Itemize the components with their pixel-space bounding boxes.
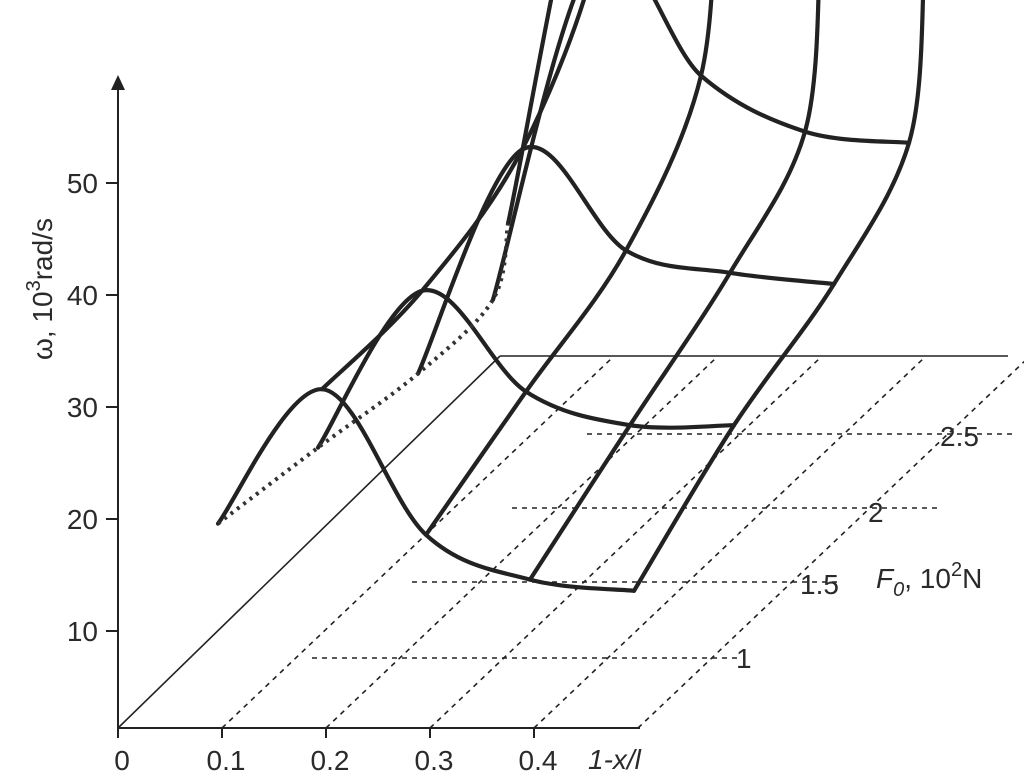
- surface-line-F1: [215, 387, 637, 593]
- surface-line-F2: [415, 144, 837, 376]
- x-axis-title: 1-x/l: [588, 744, 642, 775]
- base-column-line: [637, 360, 1024, 729]
- base-column-line: [325, 357, 717, 729]
- z-tick-label: 1: [736, 643, 752, 674]
- y-tick-label: 50: [67, 168, 98, 199]
- surface-line-F1.5: [315, 288, 737, 450]
- x-tick-label: 0.3: [415, 745, 454, 776]
- surface-column-x0.2: [423, 0, 714, 537]
- base-plane-grid: [221, 357, 1024, 729]
- surface-mesh: [215, 0, 926, 593]
- axes: [111, 75, 1008, 729]
- surface-column-x0.4: [631, 0, 926, 593]
- z-ticks: 1 1.5 2 2.5: [736, 421, 979, 674]
- surface-line-F2.5: [490, 0, 912, 302]
- y-axis-title: ω, 103rad/s: [23, 218, 58, 360]
- z-tick-label: 1.5: [800, 569, 839, 600]
- y-ticks: 10 20 30 40 50: [67, 168, 118, 647]
- y-tick-label: 40: [67, 280, 98, 311]
- base-column-line: [533, 357, 925, 729]
- depth-axis: [117, 355, 501, 729]
- surface-column-x0.3: [527, 0, 821, 582]
- x-tick-label: 0.2: [311, 745, 350, 776]
- z-tick-label: 2.5: [940, 421, 979, 452]
- y-axis-arrow: [111, 75, 125, 90]
- x-ticks: 0 0.1 0.2 0.3 0.4: [114, 728, 557, 776]
- z-tick-label: 2: [868, 497, 884, 528]
- x-tick-label: 0: [114, 745, 130, 776]
- y-tick-label: 20: [67, 504, 98, 535]
- surface-column-x0: [216, 223, 510, 526]
- z-axis-title: F0, 102N: [876, 559, 982, 601]
- x-tick-label: 0.4: [519, 745, 558, 776]
- y-tick-label: 30: [67, 392, 98, 423]
- base-column-line: [429, 357, 821, 729]
- y-tick-label: 10: [67, 616, 98, 647]
- x-tick-label: 0.1: [207, 745, 246, 776]
- surface-column-x0.1: [319, 0, 586, 392]
